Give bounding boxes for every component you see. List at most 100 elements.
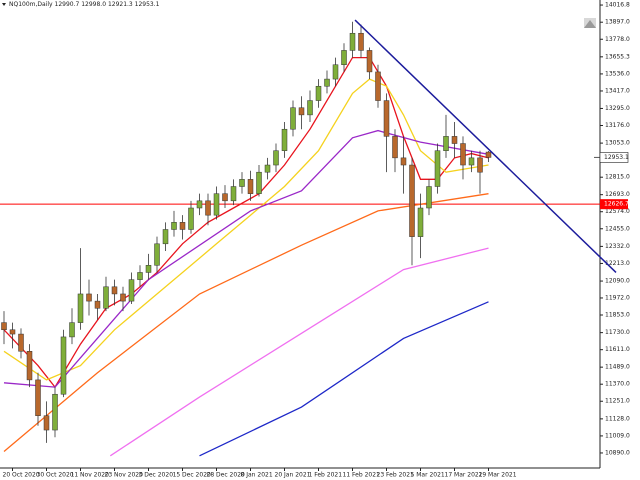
candle-body	[154, 243, 160, 266]
candle-body	[247, 179, 254, 194]
candle-body	[409, 164, 415, 237]
candle-body	[171, 222, 177, 230]
candle-body	[205, 200, 211, 216]
ma-line	[3, 129, 489, 388]
candle-body	[213, 193, 220, 216]
y-tick-label: 11370.0	[605, 381, 630, 388]
x-tick-label: 11 Nov 2020	[71, 472, 110, 479]
y-tick-label: 12693.0	[605, 191, 630, 198]
candle-body	[485, 151, 492, 158]
candle-body	[69, 322, 75, 338]
candle-body	[468, 157, 475, 166]
candle-body	[358, 32, 364, 51]
candle-body	[179, 222, 186, 230]
ma-line	[199, 301, 489, 457]
candle-body	[111, 286, 118, 295]
x-tick-label: 11 Feb 2021	[343, 472, 381, 479]
candle-body	[273, 150, 279, 166]
x-tick-label: 15 Dec 2020	[173, 472, 212, 479]
candle-body	[315, 85, 322, 101]
candle-body	[103, 286, 109, 309]
y-tick-label: 11251.0	[605, 398, 630, 405]
candle-body	[264, 164, 271, 173]
candle-body	[60, 336, 67, 395]
x-tick-label: 28 Dec 2020	[207, 472, 246, 479]
level-box	[600, 199, 628, 210]
candle-body	[298, 107, 305, 116]
candle-body	[9, 329, 16, 335]
candle-body	[196, 200, 203, 209]
candle-body	[341, 50, 347, 65]
x-tick-label: 20 Oct 2020	[3, 472, 40, 479]
chart-title: NQ100m,Daily 12990.7 12998.0 12921.3 129…	[9, 1, 160, 8]
candle-body	[239, 179, 245, 187]
ma-line	[3, 193, 489, 452]
candle-body	[1, 322, 7, 331]
candle-body	[162, 229, 169, 245]
candle-body	[366, 50, 373, 73]
y-tick-label: 12815.0	[605, 174, 630, 181]
candle-body	[137, 272, 143, 280]
y-tick-label: 13655.3	[605, 53, 630, 60]
candle-body	[120, 293, 126, 302]
candle-body	[426, 186, 432, 209]
y-tick-label: 11730.0	[605, 329, 630, 336]
candle-body	[290, 107, 296, 130]
candle-body	[434, 150, 441, 187]
y-tick-label: 12574.0	[605, 208, 630, 215]
candle-body	[281, 128, 288, 151]
candle-body	[145, 265, 152, 273]
candle-body	[332, 64, 339, 80]
candle-body	[86, 293, 92, 302]
candle-body	[392, 136, 398, 159]
candle-body	[324, 78, 330, 87]
y-tick-label: 11853.0	[605, 312, 630, 319]
x-tick-label: 1 Feb 2021	[309, 472, 343, 479]
level-label: 12626.7	[604, 201, 629, 208]
candle-body	[417, 207, 424, 237]
y-tick-label: 12090.0	[605, 278, 630, 285]
candle-body	[52, 393, 58, 431]
menu-arrow	[2, 3, 6, 6]
y-tick-label: 11128.0	[605, 415, 630, 422]
candle-body	[460, 143, 466, 166]
x-tick-label: 20 Jan 2021	[275, 472, 311, 479]
y-tick-label: 10890.0	[605, 449, 630, 456]
candle-body	[451, 136, 458, 144]
candle-body	[18, 333, 24, 352]
y-tick-label: 11611.0	[605, 346, 630, 353]
candle-body	[349, 32, 356, 51]
x-tick-label: 23 Feb 2021	[377, 472, 415, 479]
y-tick-label: 13897.0	[605, 19, 630, 26]
candle-body	[375, 71, 381, 101]
y-tick-label: 12213.0	[605, 260, 630, 267]
price-box	[599, 152, 629, 163]
candle-body	[26, 351, 33, 381]
ma-line	[109, 247, 489, 457]
candle-body	[383, 100, 390, 137]
y-tick-label: 13778.0	[605, 36, 630, 43]
x-tick-label: 5 Mar 2021	[411, 472, 445, 479]
y-tick-label: 11489.0	[605, 364, 630, 371]
candle-body	[230, 186, 237, 202]
candle-body	[35, 379, 41, 416]
candle-body	[128, 279, 135, 302]
candle-body	[188, 207, 194, 230]
candle-body	[400, 157, 407, 166]
logo	[584, 18, 596, 28]
candle-body	[222, 193, 228, 202]
x-tick-label: 17 Mar 2021	[445, 472, 483, 479]
ma-line	[3, 56, 489, 389]
y-tick-label: 13536.0	[605, 70, 630, 77]
candle-body	[256, 171, 262, 194]
ma-line	[3, 78, 489, 381]
candle-body	[477, 157, 483, 173]
x-tick-label: 29 Mar 2021	[479, 472, 517, 479]
y-tick-label: 13295.0	[605, 105, 630, 112]
candle-body	[94, 300, 101, 309]
y-tick-label: 13417.0	[605, 87, 630, 94]
y-tick-label: 13053.0	[605, 140, 630, 147]
candle-body	[43, 415, 50, 431]
